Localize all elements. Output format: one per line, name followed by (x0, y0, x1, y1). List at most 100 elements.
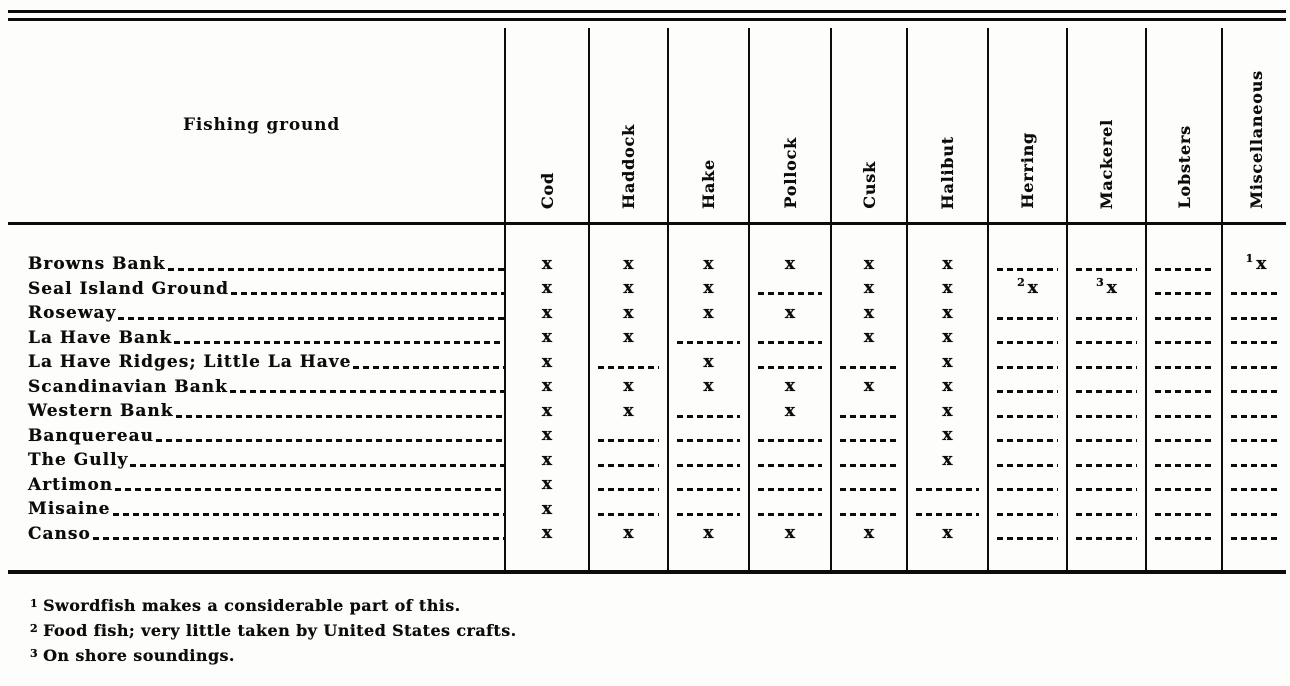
x-mark: x (942, 278, 953, 299)
cell-mark: x (907, 277, 988, 302)
cell-dash (1067, 424, 1146, 449)
table-row-label-cell: La Have Ridges; Little La Have (0, 350, 505, 375)
dash-placeholder (997, 267, 1058, 271)
cell-mark: x (589, 399, 668, 424)
cell-mark: x (749, 522, 831, 547)
x-mark: x (623, 302, 634, 323)
cell-dash (1222, 277, 1290, 302)
cell-dash (1222, 375, 1290, 400)
cell-dash (668, 448, 749, 473)
x-mark: x (1106, 278, 1117, 299)
cell-dash (1222, 522, 1290, 547)
row-label: La Have Ridges; Little La Have (28, 352, 352, 373)
cell-dash (988, 399, 1067, 424)
x-mark: x (541, 425, 553, 446)
leader-dashes (229, 390, 504, 394)
dash-placeholder (1155, 292, 1213, 296)
table-row-label-cell: Seal Island Ground (0, 277, 505, 302)
cell-dash (1067, 448, 1146, 473)
x-mark: x (703, 351, 714, 372)
leader-dashes (175, 414, 504, 418)
leader-dashes (112, 512, 504, 516)
cell-mark: x (668, 277, 749, 302)
table-row-label-cell: The Gully (0, 448, 505, 473)
dash-placeholder (677, 488, 740, 492)
leader-dashes (353, 365, 504, 369)
x-mark: x (942, 376, 953, 397)
dash-placeholder (1231, 390, 1281, 394)
cell-mark: x (505, 448, 589, 473)
x-mark: x (863, 302, 875, 323)
cell-dash (589, 473, 668, 498)
x-mark: x (863, 327, 875, 348)
x-mark: x (942, 425, 953, 446)
x-mark: x (541, 327, 553, 348)
dash-placeholder (997, 316, 1058, 320)
column-rule (830, 28, 832, 570)
cell-mark: x (907, 326, 988, 351)
column-rule (906, 28, 908, 570)
dash-placeholder (840, 463, 898, 467)
cell-dash (1222, 326, 1290, 351)
column-rule (987, 28, 989, 570)
column-header-cell: Cod (505, 28, 589, 222)
cell-dash (749, 473, 831, 498)
cell-mark: x (505, 424, 589, 449)
column-rule (588, 28, 590, 570)
cell-dash (1146, 399, 1222, 424)
x-mark: x (703, 523, 714, 544)
x-mark: x (784, 400, 796, 421)
column-header-cell: Cusk (831, 28, 907, 222)
dash-placeholder (1155, 341, 1213, 345)
cell-mark: x (907, 399, 988, 424)
dash-placeholder (840, 439, 898, 443)
cell-dash (1146, 277, 1222, 302)
cell-dash (1222, 350, 1290, 375)
column-header-label: Lobsters (1174, 125, 1194, 209)
cell-dash (1146, 350, 1222, 375)
table-row-label-cell: Canso (0, 522, 505, 547)
x-mark: x (942, 523, 953, 544)
dash-placeholder (677, 512, 740, 516)
cell-mark: x (589, 301, 668, 326)
dash-placeholder (1231, 292, 1281, 296)
cell-mark: x (749, 375, 831, 400)
x-mark: x (942, 327, 953, 348)
cell-dash (1146, 522, 1222, 547)
x-mark: x (541, 351, 553, 372)
cell-mark: x (589, 375, 668, 400)
x-mark: x (623, 253, 634, 274)
cell-mark: x (668, 252, 749, 277)
cell-dash (589, 424, 668, 449)
dash-placeholder (1076, 463, 1137, 467)
column-rule (748, 28, 750, 570)
cell-dash (668, 473, 749, 498)
x-mark: x (942, 351, 953, 372)
dash-placeholder (1076, 414, 1137, 418)
cell-dash (1146, 326, 1222, 351)
dash-placeholder (997, 512, 1058, 516)
column-header-label: Cusk (859, 161, 879, 209)
dash-placeholder (598, 365, 659, 369)
dash-placeholder (916, 488, 979, 492)
x-mark: x (784, 523, 796, 544)
cell-dash (1146, 301, 1222, 326)
dash-placeholder (997, 537, 1058, 541)
column-header-label: Pollock (780, 137, 800, 209)
footnote-line: 1 Swordfish makes a considerable part of … (30, 594, 517, 619)
cell-dash (1067, 473, 1146, 498)
cell-mark: x (589, 252, 668, 277)
cell-mark: x (505, 277, 589, 302)
cell-mark: x (907, 301, 988, 326)
dash-placeholder (677, 341, 740, 345)
dash-placeholder (1155, 390, 1213, 394)
x-mark: x (541, 449, 553, 470)
cell-dash (589, 497, 668, 522)
footnotes: 1 Swordfish makes a considerable part of … (30, 594, 517, 669)
cell-dash (831, 473, 907, 498)
cell-dash (1146, 424, 1222, 449)
cell-dash (907, 497, 988, 522)
leader-dashes (92, 537, 504, 541)
